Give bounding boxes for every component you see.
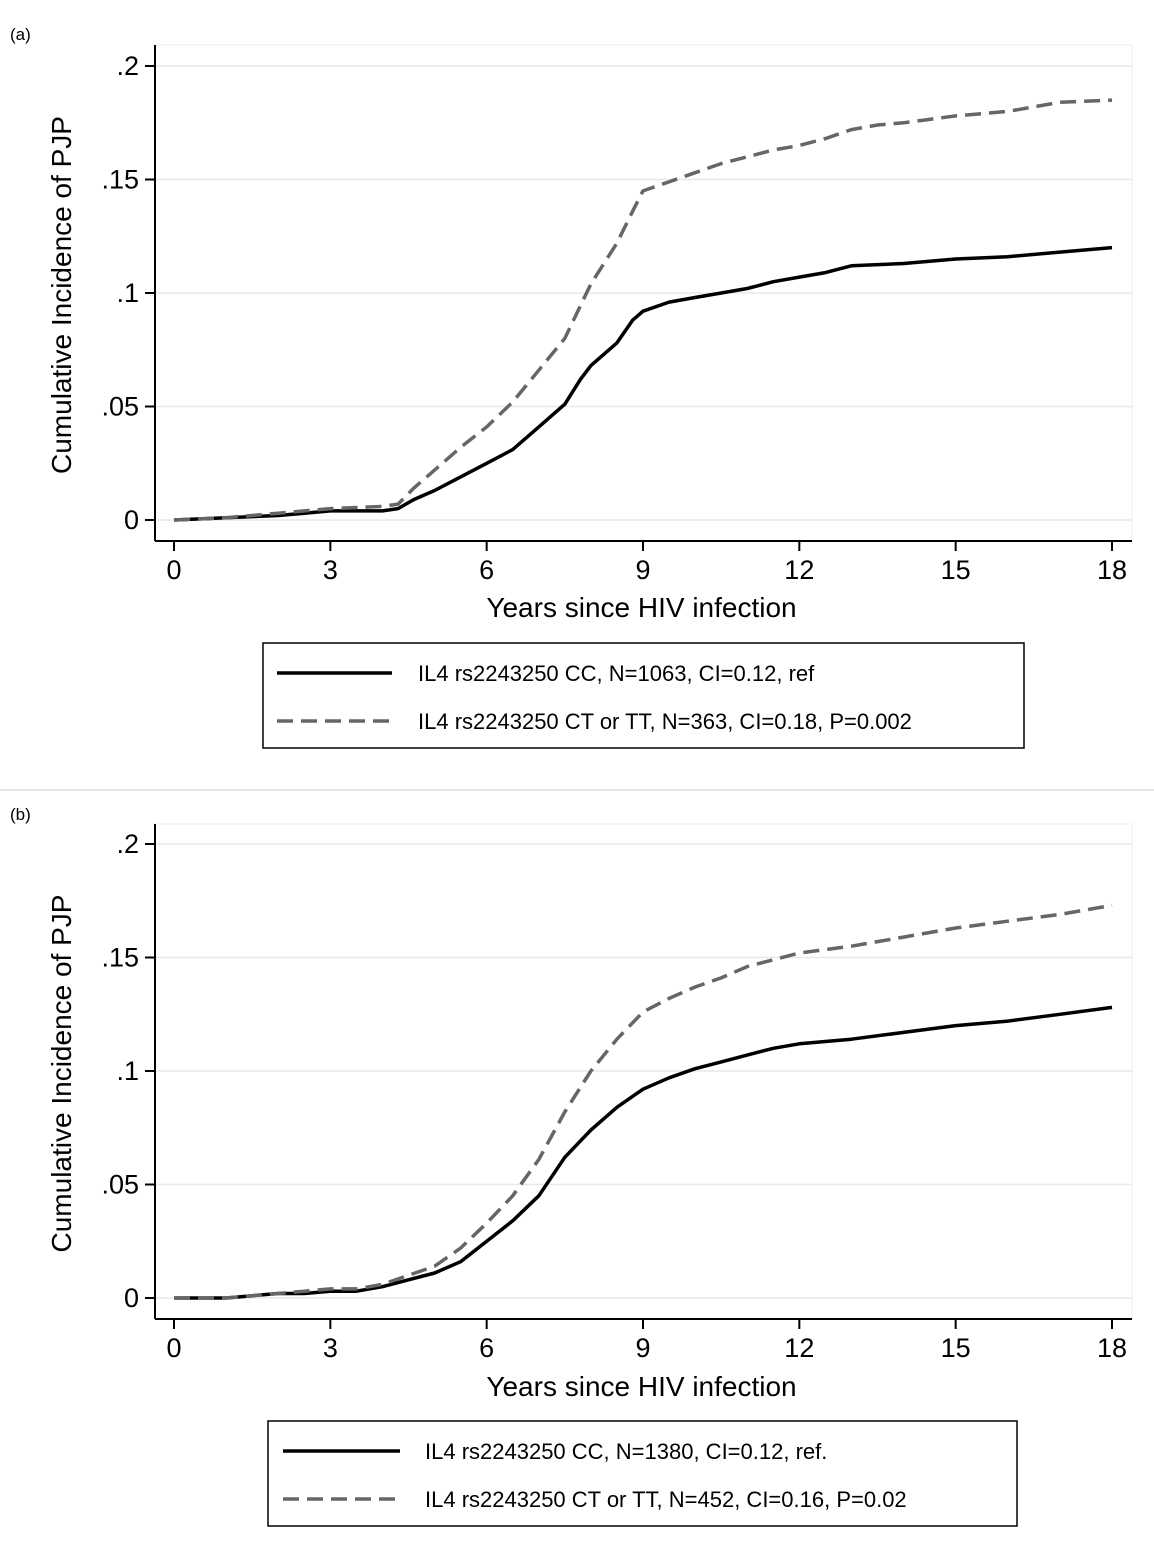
legend-entry: IL4 rs2243250 CT or TT, N=452, CI=0.16, … [425,1487,907,1512]
y-tick-label: .15 [101,165,139,195]
panel-a: (a) 0 .05 .1 .15 .2 0 3 6 9 12 15 18 Years since HI… [10,25,1133,749]
x-tick-label: 15 [941,1333,971,1363]
panel-label: (a) [10,25,31,44]
series-group [173,98,1113,522]
series-group [174,903,1113,1300]
x-tick-label: 18 [1097,1333,1127,1363]
legend-entry: IL4 rs2243250 CC, N=1380, CI=0.12, ref. [425,1439,827,1464]
panel-b: (b) 0 .05 .1 .15 .2 0 3 6 9 12 15 18 Years since HI… [10,805,1133,1527]
x-tick-label: 9 [635,555,650,585]
y-tick-label: .1 [116,278,139,308]
series-line-solid [174,1005,1113,1300]
legend-entry: IL4 rs2243250 CT or TT, N=363, CI=0.18, … [418,709,912,734]
x-tick-label: 12 [784,555,814,585]
y-tick-label: 0 [124,505,139,535]
y-tick-label: .05 [101,1170,139,1200]
legend: IL4 rs2243250 CC, N=1380, CI=0.12, ref. … [267,1420,1018,1527]
x-tick-label: 3 [323,555,338,585]
panel-label: (b) [10,805,31,824]
y-tick-label: .1 [116,1056,139,1086]
y-tick-label: .15 [101,943,139,973]
y-tick-label: .05 [101,392,139,422]
x-tick-label: 6 [479,555,494,585]
y-tick-label: .2 [116,51,139,81]
y-tick-label: 0 [124,1283,139,1313]
legend: IL4 rs2243250 CC, N=1063, CI=0.12, ref I… [262,642,1025,749]
x-axis-title: Years since HIV infection [486,1371,796,1402]
series-line-dashed [174,903,1113,1300]
x-axis-title: Years since HIV infection [486,592,796,623]
series-line-solid [173,245,1113,522]
y-tick-label: .2 [116,829,139,859]
axes: 0 .05 .1 .15 .2 0 3 6 9 12 15 18 [101,45,1132,585]
axes: 0 .05 .1 .15 .2 0 3 6 9 12 15 18 [101,824,1132,1363]
x-tick-label: 0 [166,1333,181,1363]
x-tick-label: 6 [479,1333,494,1363]
series-line-dashed [173,98,1113,522]
grid [154,44,1133,542]
x-tick-label: 18 [1097,555,1127,585]
legend-box [267,1420,1018,1527]
x-tick-label: 3 [323,1333,338,1363]
x-tick-label: 15 [941,555,971,585]
x-tick-label: 12 [784,1333,814,1363]
legend-entry: IL4 rs2243250 CC, N=1063, CI=0.12, ref [418,661,815,686]
x-tick-label: 0 [166,555,181,585]
y-axis-title: Cumulative Incidence of PJP [46,116,77,474]
legend-box [262,642,1025,749]
x-tick-label: 9 [635,1333,650,1363]
y-axis-title: Cumulative Incidence of PJP [46,895,77,1253]
